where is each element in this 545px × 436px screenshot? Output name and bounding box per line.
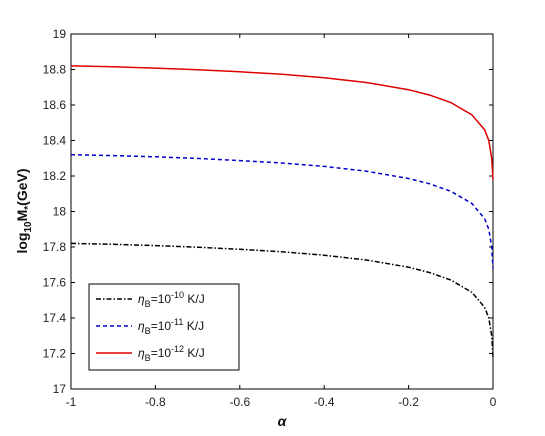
- x-tick-label: -0.2: [398, 395, 419, 409]
- y-tick-label: 18.4: [43, 134, 67, 148]
- legend-label-3: ηB=10-12 K/J: [138, 344, 205, 363]
- y-tick-label: 18.2: [43, 169, 67, 183]
- y-tick-label: 17.4: [43, 311, 67, 325]
- x-tick-label: -0.6: [229, 395, 250, 409]
- y-tick-label: 17.8: [43, 240, 67, 254]
- x-tick-label: -1: [66, 395, 77, 409]
- x-tick-label: -0.8: [145, 395, 166, 409]
- series-line-1: [70, 242, 494, 358]
- y-tick-label: 17.6: [43, 276, 67, 290]
- y-tick-label: 18.8: [43, 63, 67, 77]
- y-axis-title: log10M*(GeV): [14, 168, 34, 253]
- x-tick-label: -0.4: [314, 395, 335, 409]
- x-tick-label: 0: [490, 395, 497, 409]
- series-line-3: [70, 65, 494, 180]
- y-tick-label: 19: [53, 27, 67, 41]
- legend-label-1: ηB=10-10 K/J: [138, 290, 205, 309]
- x-axis-title: α: [278, 413, 288, 429]
- y-tick-label: 17.2: [43, 347, 67, 361]
- y-tick-label: 18: [53, 205, 67, 219]
- legend: ηB=10-10 K/J ηB=10-11 K/J ηB=10-12 K/J: [88, 283, 240, 371]
- legend-label-2: ηB=10-11 K/J: [138, 317, 204, 336]
- series-line-2: [70, 153, 494, 269]
- y-tick-label: 17: [53, 382, 67, 396]
- y-tick-label: 18.6: [43, 98, 67, 112]
